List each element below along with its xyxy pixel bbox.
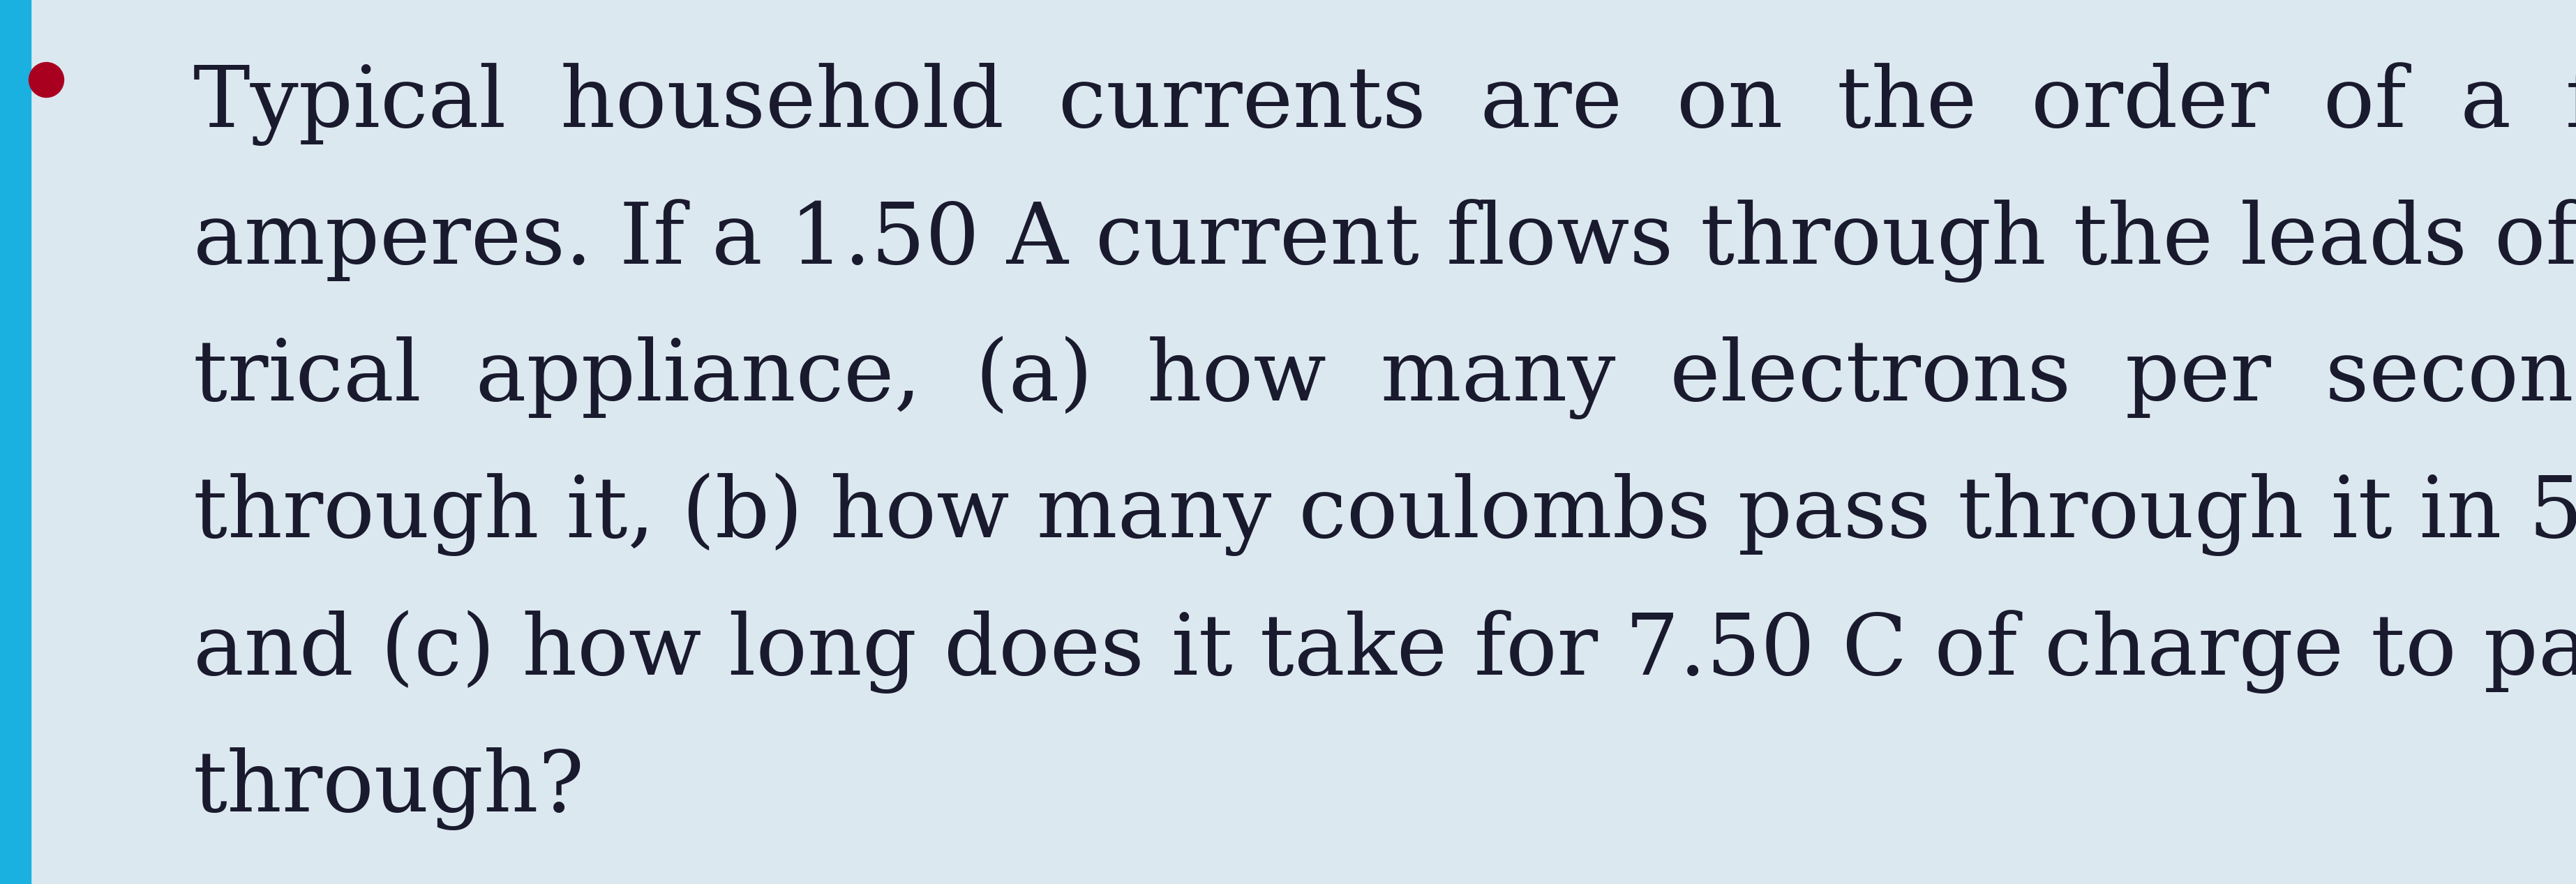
- Bar: [0, 0, 31, 884]
- Text: through it, (b) how many coulombs pass through it in 5.0 min,: through it, (b) how many coulombs pass t…: [193, 473, 2576, 556]
- Text: amperes. If a 1.50 A current flows through the leads of an elec-: amperes. If a 1.50 A current flows throu…: [193, 199, 2576, 283]
- Text: trical  appliance,  (a)  how  many  electrons  per  second  pass: trical appliance, (a) how many electrons…: [193, 336, 2576, 419]
- Text: through?: through?: [193, 747, 585, 830]
- Text: and (c) how long does it take for 7.50 C of charge to pass: and (c) how long does it take for 7.50 C…: [193, 610, 2576, 694]
- Text: Typical  household  currents  are  on  the  order  of  a  few: Typical household currents are on the or…: [193, 62, 2576, 146]
